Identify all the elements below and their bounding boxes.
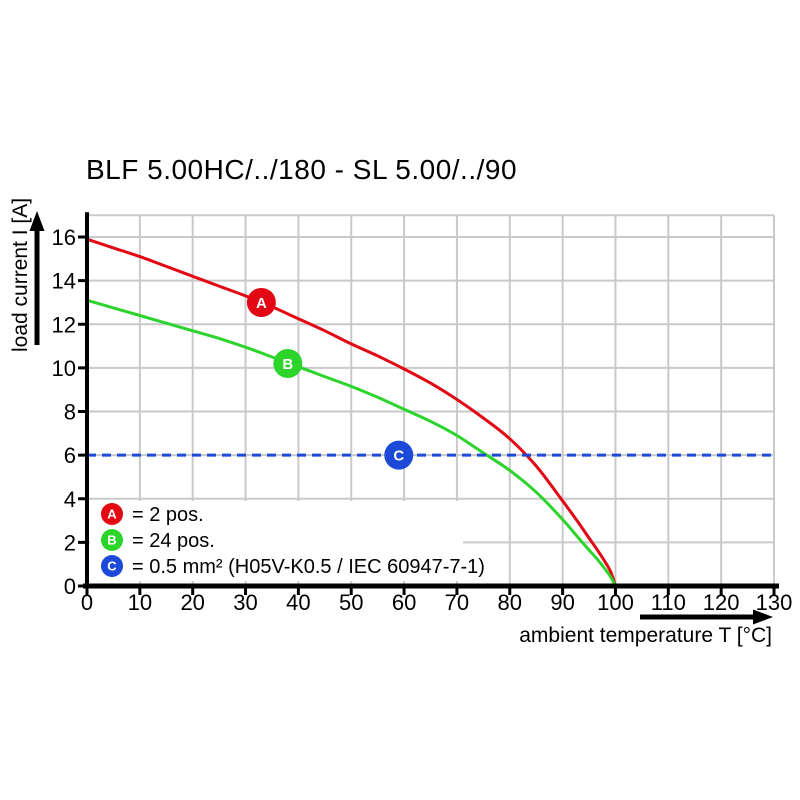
x-tick-label: 0 [81, 590, 93, 615]
x-tick-label: 20 [180, 590, 204, 615]
y-tick-label: 0 [64, 574, 76, 599]
marker-circle-c [384, 440, 414, 470]
legend-item-a: A = 2 pos. [101, 503, 204, 526]
gridlines [87, 214, 775, 586]
curve-markers: A B C [246, 287, 414, 470]
legend-item-b: B = 24 pos. [101, 529, 215, 552]
y-tick-label: 16 [52, 225, 76, 250]
marker-letter: A [256, 295, 267, 312]
x-tick-label: 90 [550, 590, 574, 615]
x-tick-label: 40 [286, 590, 310, 615]
marker-a: A [246, 287, 276, 317]
legend-letter: A [107, 507, 117, 522]
legend-swatch-c [101, 555, 123, 577]
x-tick-label: 70 [445, 590, 469, 615]
legend-item-c: C = 0.5 mm² (H05V-K0.5 / IEC 60947-7-1) [101, 555, 485, 578]
curves [86, 237, 774, 587]
y-axis-label: load current I [A] [9, 198, 32, 352]
curve-a [86, 237, 617, 587]
y-tick-label: 4 [64, 487, 76, 512]
y-tick-label: 2 [64, 530, 76, 555]
y-tick-label: 10 [52, 356, 76, 381]
x-tick-label: 10 [128, 590, 152, 615]
tick-labels: 0 10 20 30 40 50 60 70 80 90 100 110 120 130 0 2 4 6 8 10 12… [52, 225, 793, 615]
x-tick-label: 100 [597, 590, 634, 615]
x-tick-label: 30 [233, 590, 257, 615]
legend-label: = 2 pos. [132, 504, 204, 526]
legend: A = 2 pos. B = 24 pos. C = 0.5 mm² (H05V-K0.5… [101, 503, 485, 578]
legend-swatch-b [101, 529, 123, 551]
y-tick-label: 12 [52, 312, 76, 337]
x-axis-arrow-icon [640, 609, 773, 625]
curve-b [86, 298, 617, 587]
legend-label: = 0.5 mm² (H05V-K0.5 / IEC 60947-7-1) [132, 556, 485, 578]
x-tick-label: 50 [339, 590, 363, 615]
y-tick-label: 8 [64, 400, 76, 425]
legend-background [90, 501, 463, 581]
legend-letter: B [107, 533, 116, 548]
y-axis-arrow-icon [29, 211, 45, 345]
y-tick-label: 14 [52, 269, 76, 294]
x-tick-label: 80 [498, 590, 522, 615]
x-tick-label: 110 [651, 590, 686, 615]
chart-title: BLF 5.00HC/../180 - SL 5.00/../90 [86, 154, 518, 185]
y-tick-label: 6 [64, 443, 76, 468]
marker-letter: B [282, 356, 293, 373]
marker-c: C [384, 440, 414, 470]
legend-label: = 24 pos. [132, 530, 215, 552]
legend-backdrop [90, 501, 463, 581]
x-tick-label: 60 [392, 590, 416, 615]
marker-letter: C [393, 448, 404, 465]
x-axis-label: ambient temperature T [°C] [519, 624, 772, 647]
legend-letter: C [107, 559, 117, 574]
marker-b: B [273, 349, 303, 379]
x-tick-label: 130 [756, 590, 793, 615]
marker-circle-a [246, 287, 276, 317]
x-tick-label: 120 [703, 590, 740, 615]
legend-swatch-a [101, 503, 123, 525]
marker-circle-b [273, 349, 303, 379]
axes [78, 212, 779, 595]
